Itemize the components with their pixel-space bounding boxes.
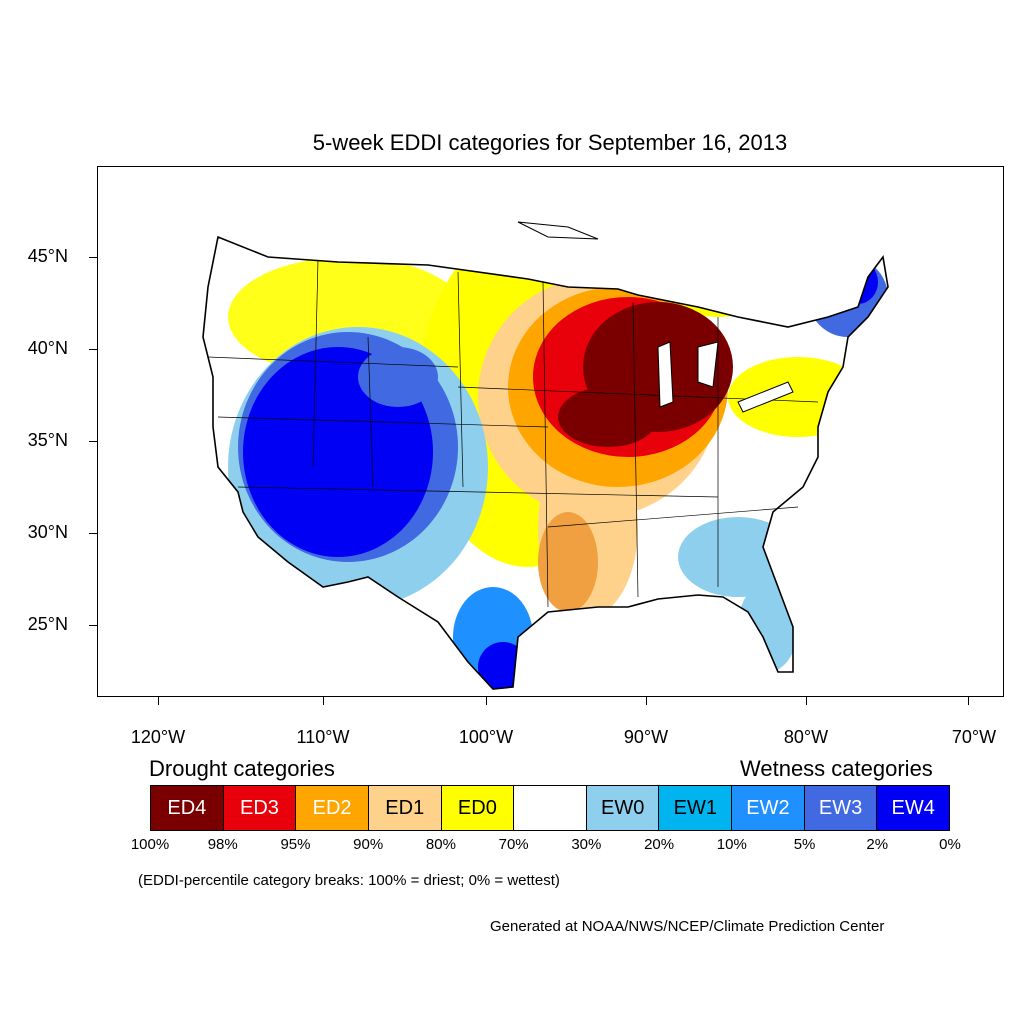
percent-break-label: 95% xyxy=(280,836,311,853)
lat-label-30: 30°N xyxy=(27,522,68,542)
state-lines xyxy=(207,259,819,608)
lat-tick xyxy=(89,349,97,350)
legend-swatch-ed2: ED2 xyxy=(296,786,369,830)
lon-tick xyxy=(323,697,324,705)
lat-tick xyxy=(89,257,97,258)
lon-tick xyxy=(806,697,807,705)
lat-label-25: 25°N xyxy=(27,614,68,634)
map-canvas xyxy=(202,221,889,690)
drought-categories-title: Drought categories xyxy=(149,756,335,781)
lon-label-70: 70°W xyxy=(951,727,997,747)
percent-break-label: 5% xyxy=(793,836,816,853)
lon-label-100: 100°W xyxy=(458,727,514,747)
legend-swatch-ed3: ED3 xyxy=(223,786,297,830)
lon-tick xyxy=(486,697,487,705)
lat-tick xyxy=(89,533,97,534)
legend-swatch-ed0: ED0 xyxy=(441,786,515,830)
lat-tick xyxy=(89,625,97,626)
lon-label-120: 120°W xyxy=(130,727,186,747)
percent-break-label: 20% xyxy=(644,836,675,853)
legend-swatch-ew1: EW1 xyxy=(659,786,733,830)
lat-label-35: 35°N xyxy=(27,430,68,450)
percent-break-label: 0% xyxy=(939,836,961,853)
percent-break-label: 100% xyxy=(130,836,170,853)
lon-tick xyxy=(158,697,159,705)
eddi-map xyxy=(97,166,1004,697)
lon-tick xyxy=(968,697,969,705)
percent-break-label: 98% xyxy=(207,836,238,853)
legend-swatch-ew3: EW3 xyxy=(804,786,878,830)
legend-swatch-ed4: ED4 xyxy=(151,786,224,830)
lat-tick xyxy=(89,441,97,442)
percent-break-label: 70% xyxy=(498,836,529,853)
lon-label-90: 90°W xyxy=(623,727,669,747)
eddi-fill xyxy=(203,237,888,689)
lon-label-80: 80°W xyxy=(783,727,829,747)
legend-swatch-ew0: EW0 xyxy=(586,786,660,830)
lon-tick xyxy=(646,697,647,705)
great-lakes xyxy=(517,221,794,413)
legend-swatch-ed1: ED1 xyxy=(368,786,442,830)
us-outline xyxy=(202,235,889,690)
percent-break-label: 80% xyxy=(425,836,456,853)
category-note: (EDDI-percentile category breaks: 100% =… xyxy=(138,872,560,889)
credit-line: Generated at NOAA/NWS/NCEP/Climate Predi… xyxy=(490,918,885,935)
lat-label-40: 40°N xyxy=(27,338,68,358)
lon-label-110: 110°W xyxy=(296,727,350,747)
percent-break-label: 90% xyxy=(353,836,384,853)
legend-swatch-ew4: EW4 xyxy=(877,786,950,830)
percent-break-label: 10% xyxy=(716,836,747,853)
wetness-categories-title: Wetness categories xyxy=(740,756,933,781)
percent-break-label: 2% xyxy=(866,836,889,853)
map-title: 5-week EDDI categories for September 16,… xyxy=(312,130,788,155)
legend-swatch-ew2: EW2 xyxy=(732,786,805,830)
legend-swatch-neutral xyxy=(514,786,587,830)
lat-label-45: 45°N xyxy=(27,246,68,266)
legend-bar: ED4 ED3 ED2 ED1 ED0 EW0 EW1 EW2 EW3 EW4 xyxy=(150,785,950,831)
percent-break-label: 30% xyxy=(571,836,602,853)
